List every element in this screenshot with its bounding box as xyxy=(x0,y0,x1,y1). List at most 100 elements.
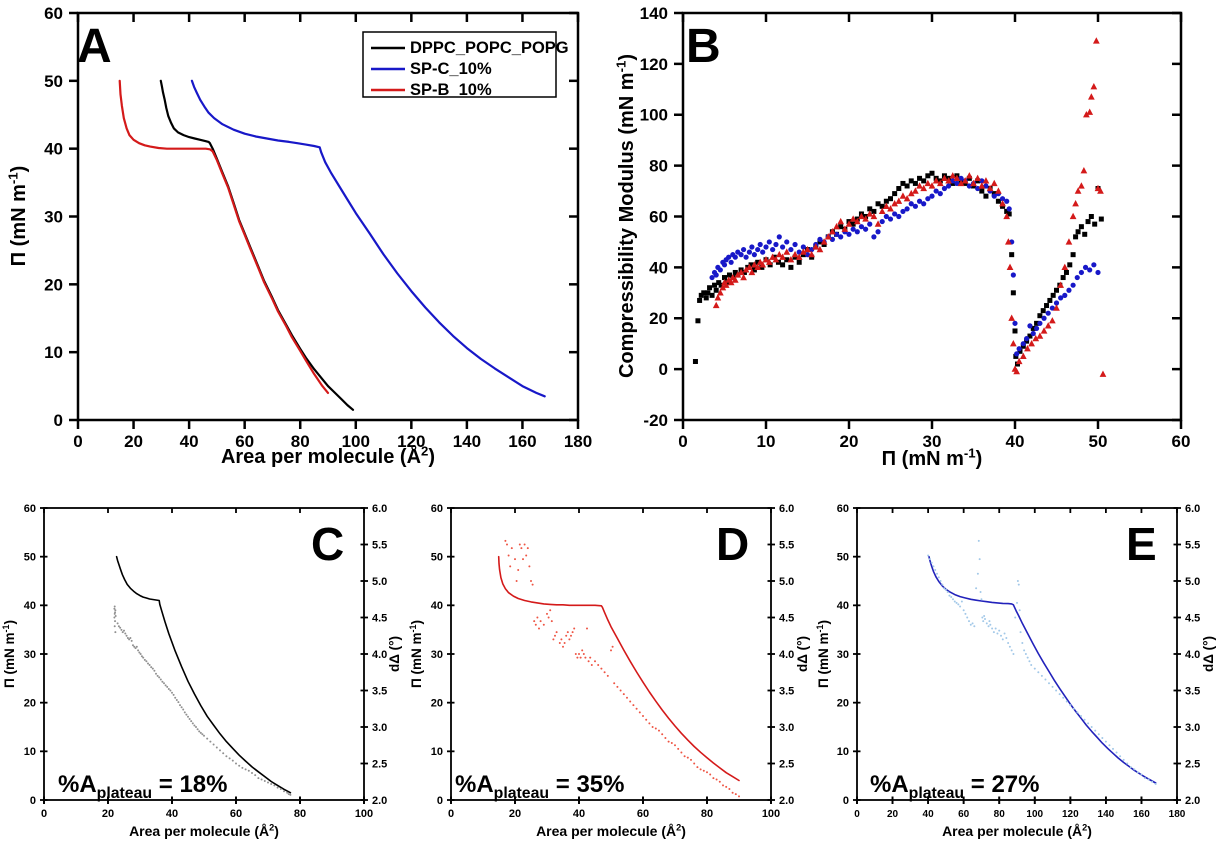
data-point-dot xyxy=(222,752,225,755)
data-point-dot xyxy=(1076,711,1079,714)
data-point-dot xyxy=(514,558,516,561)
data-point-dot xyxy=(982,620,985,623)
data-point-circle xyxy=(846,231,852,237)
x-tick-label: 100 xyxy=(342,432,370,451)
data-point-dot xyxy=(509,565,512,568)
data-point-circle xyxy=(1045,310,1051,316)
x-tick-label: 0 xyxy=(678,432,687,451)
data-point-dot xyxy=(1104,740,1107,743)
data-point-dot xyxy=(121,631,124,634)
legend: DPPC_POPC_POPG SP-C_10% SP-B_10% xyxy=(362,31,569,99)
data-point-dot xyxy=(247,769,250,772)
data-point-dot xyxy=(946,590,949,593)
data-point-triangle xyxy=(1009,339,1017,347)
data-point-dot xyxy=(140,655,143,658)
series-SP-C_10% xyxy=(190,79,546,398)
data-point-dot xyxy=(219,749,221,752)
data-point-dot xyxy=(504,539,507,542)
data-point-dot xyxy=(549,609,552,612)
data-point-triangle xyxy=(858,212,865,220)
y-right-axis-label: dΔ (°) xyxy=(1201,636,1216,672)
data-point-triangle xyxy=(953,174,961,181)
series-SP-B_10% xyxy=(712,37,1107,377)
data-point-dot xyxy=(642,715,644,718)
series-group-A xyxy=(118,79,546,411)
data-point-dot xyxy=(130,639,133,642)
data-point-circle xyxy=(896,213,902,220)
plateau-annotation-D: %Aplateau = 35% xyxy=(455,771,624,802)
data-point-dot xyxy=(936,572,938,575)
data-point-dot xyxy=(960,600,963,603)
y-right-tick-label: 2.0 xyxy=(372,795,387,807)
y-right-tick-label: 4.0 xyxy=(372,649,387,661)
data-point-dot xyxy=(568,638,571,641)
data-point-dot xyxy=(728,788,731,791)
data-point-dot xyxy=(172,693,175,696)
y-tick-label: 0 xyxy=(659,360,668,379)
data-point-triangle xyxy=(727,278,735,286)
data-point-dot xyxy=(235,762,237,765)
data-point-circle xyxy=(773,241,779,248)
data-point-triangle xyxy=(795,253,803,260)
data-point-square xyxy=(796,259,802,265)
data-point-dot xyxy=(959,605,962,608)
data-point-dot xyxy=(932,565,935,568)
data-point-square xyxy=(1092,221,1098,227)
data-point-triangle xyxy=(1005,238,1012,245)
data-point-triangle xyxy=(995,187,1002,194)
data-point-dot xyxy=(114,615,117,618)
data-point-square xyxy=(983,193,989,199)
line-isotherm_SP-C_10% xyxy=(928,555,1157,784)
data-point-dot xyxy=(606,674,609,677)
top-row: 0 20 40 60 80 100 120 140 160 180 0 10 20 30 40 50 60 Are… xyxy=(5,3,1191,470)
data-point-dot xyxy=(530,580,532,582)
y-right-tick-label: 2.5 xyxy=(779,758,794,770)
data-point-dot xyxy=(1133,768,1136,771)
data-point-circle xyxy=(900,208,906,215)
y-tick-label: 40 xyxy=(431,600,443,612)
data-point-dot xyxy=(985,622,988,625)
data-point-dot xyxy=(148,663,151,666)
line-SP-C_10% xyxy=(190,79,546,398)
data-point-square xyxy=(1070,252,1076,258)
data-point-dot xyxy=(123,629,125,632)
data-point-circle xyxy=(740,246,747,253)
data-point-triangle xyxy=(1019,352,1027,360)
data-point-circle xyxy=(1082,264,1089,270)
data-point-dot xyxy=(228,757,231,760)
data-point-dot xyxy=(1136,771,1139,774)
data-point-triangle xyxy=(1092,37,1100,44)
data-point-square xyxy=(722,275,727,281)
data-point-dot xyxy=(943,587,946,590)
y-right-tick-label: 5.5 xyxy=(1185,539,1200,551)
data-point-dot xyxy=(998,629,1001,632)
data-point-square xyxy=(788,264,794,270)
data-point-circle xyxy=(1027,323,1033,329)
data-point-dot xyxy=(554,634,556,637)
data-point-dot xyxy=(939,580,942,582)
y-tick-label: 40 xyxy=(649,258,668,277)
data-point-dot xyxy=(576,656,579,659)
series-group-D xyxy=(497,539,740,798)
data-point-dot xyxy=(198,730,201,733)
data-point-dot xyxy=(579,656,582,659)
data-point-dot xyxy=(1026,656,1029,659)
data-point-triangle xyxy=(740,273,747,281)
data-point-triangle xyxy=(824,233,832,240)
data-point-dot xyxy=(113,605,116,608)
data-point-triangle xyxy=(1024,345,1031,352)
data-point-dot xyxy=(251,771,253,774)
data-point-dot xyxy=(260,778,263,781)
y-tick-label: -20 xyxy=(643,411,668,430)
x-tick-label: 50 xyxy=(1089,432,1108,451)
y-right-tick-label: 3.0 xyxy=(1185,722,1200,734)
data-point-circle xyxy=(838,234,844,240)
y-tick-label: 100 xyxy=(640,106,668,125)
data-point-dot xyxy=(686,756,689,759)
data-point-dot xyxy=(506,543,508,546)
data-point-square xyxy=(1060,275,1066,281)
data-point-dot xyxy=(934,569,937,572)
data-point-dot xyxy=(654,727,657,730)
y-axis-label: Compressibility Modulus (mN m-1) xyxy=(613,54,638,378)
data-point-dot xyxy=(276,786,279,789)
